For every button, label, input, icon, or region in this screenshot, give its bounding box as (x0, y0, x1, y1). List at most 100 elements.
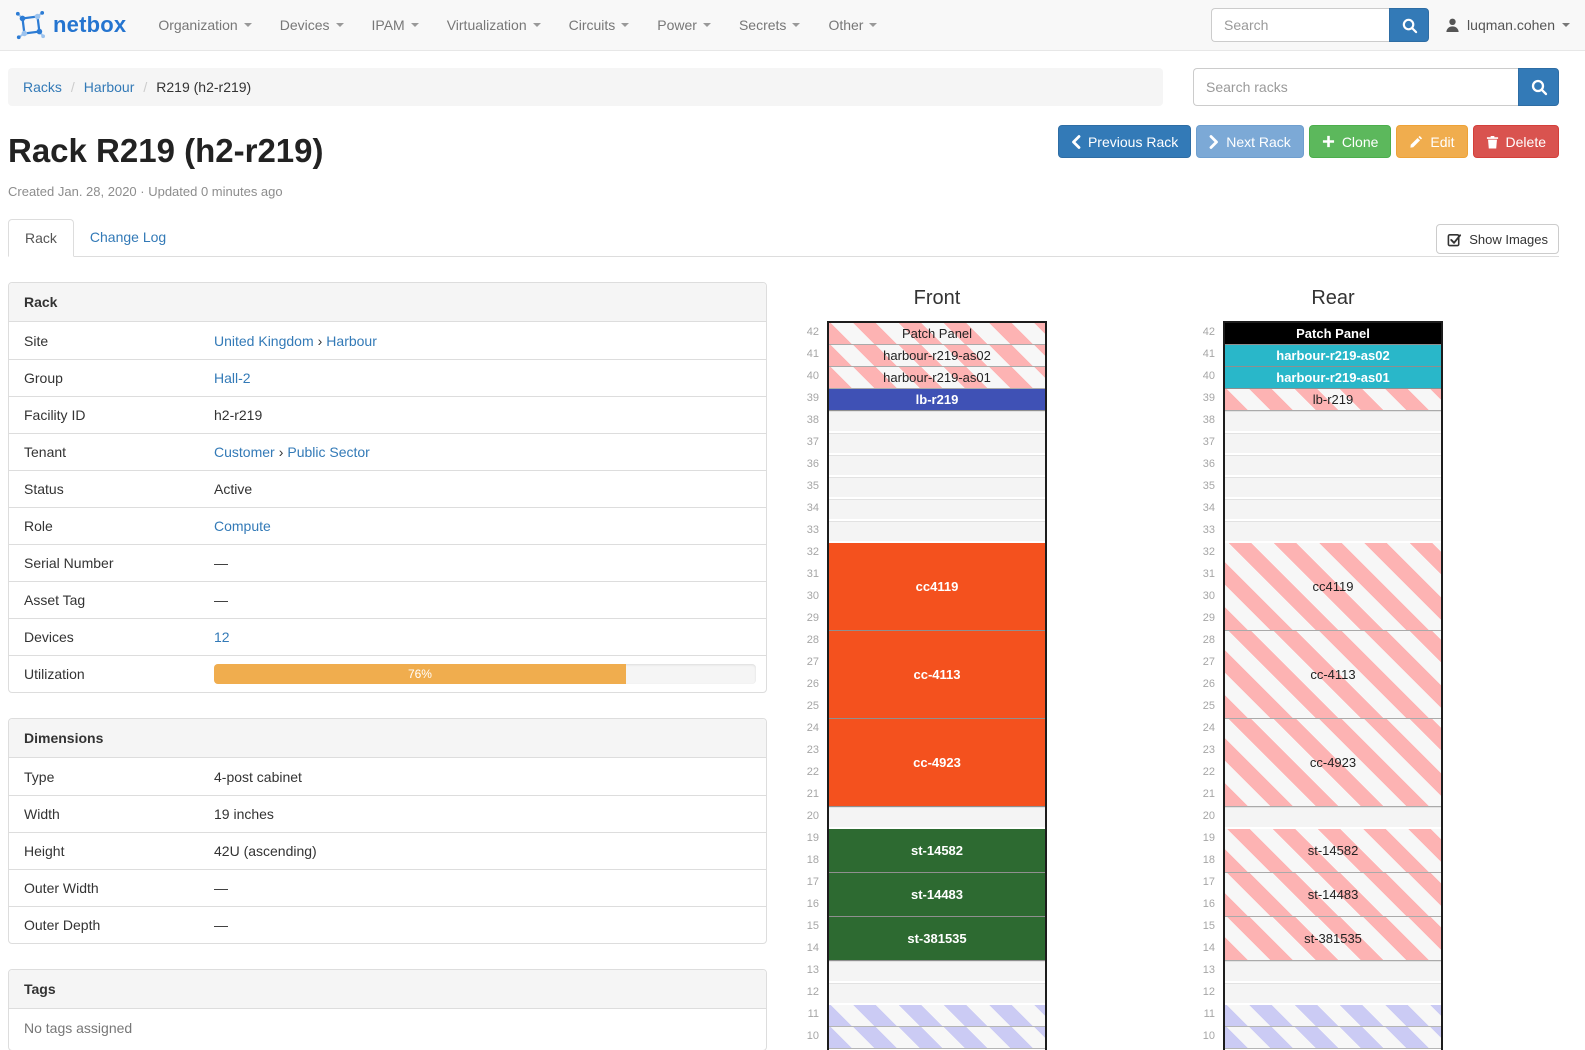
tab-bar: Rack Change Log (8, 219, 1559, 257)
panel-title: Tags (9, 970, 766, 1009)
attr-label: Width (24, 806, 60, 822)
rack-search-input[interactable] (1193, 68, 1518, 106)
rack-device[interactable]: Patch Panel (829, 323, 1045, 345)
rack-device[interactable]: lb-r219 (829, 389, 1045, 411)
nav-item-other[interactable]: Other (814, 2, 891, 48)
edit-button[interactable]: Edit (1396, 125, 1468, 158)
rack-device[interactable]: cc4119 (1225, 543, 1441, 631)
rack-device[interactable]: st-381535 (1225, 917, 1441, 961)
rack-unit-empty (829, 455, 1045, 477)
nav-item-label: Organization (158, 17, 238, 33)
unit-number: 36 (806, 458, 819, 470)
rack-unit-empty (829, 961, 1045, 983)
unit-number: 28 (1202, 634, 1215, 646)
panel-title: Rack (9, 283, 766, 322)
delete-button[interactable]: Delete (1472, 125, 1559, 158)
nav-item-power[interactable]: Power (643, 2, 725, 48)
table-row: Height 42U (ascending) (9, 832, 766, 869)
attr-label: Role (24, 518, 53, 534)
rack-device[interactable]: harbour-r219-as01 (829, 367, 1045, 389)
rack-device[interactable]: cc-4923 (829, 719, 1045, 807)
nav-item-label: Circuits (568, 17, 616, 33)
nav-item-secrets[interactable]: Secrets (725, 2, 814, 48)
breadcrumb-link-racks[interactable]: Racks (23, 79, 62, 95)
chevron-left-icon (1072, 134, 1081, 149)
nav-item-circuits[interactable]: Circuits (555, 2, 644, 48)
caret-down-icon (532, 23, 541, 27)
unit-number: 21 (806, 788, 819, 800)
unit-number: 33 (806, 524, 819, 536)
global-search-button[interactable] (1389, 8, 1430, 42)
attr-value: 76% (214, 656, 766, 692)
rack-search-button[interactable] (1518, 68, 1559, 106)
rear-elevation: Rear 42 41 40 39 38 37 36 35 34 33 32 31 30 29 28 27 26 2… (1187, 287, 1443, 1050)
unit-number: 25 (806, 700, 819, 712)
attr-value: 19 inches (214, 798, 766, 830)
unit-number: 20 (1202, 810, 1215, 822)
unit-number: 22 (806, 766, 819, 778)
caret-down-icon (869, 23, 878, 27)
unit-number: 13 (806, 964, 819, 976)
attr-value: Compute (214, 510, 766, 542)
value-link-harbour[interactable]: Harbour (326, 332, 377, 349)
trash-icon (1486, 135, 1498, 148)
nav-item-virtualization[interactable]: Virtualization (433, 2, 555, 48)
rack-device[interactable]: harbour-r219-as01 (1225, 367, 1441, 389)
pencil-icon (1410, 135, 1423, 148)
table-row: Outer Depth — (9, 906, 766, 943)
previous-rack-button[interactable]: Previous Rack (1057, 125, 1192, 158)
rack-device[interactable]: cc-4923 (1225, 719, 1441, 807)
rack-device[interactable]: cc-4113 (829, 631, 1045, 719)
rack-device[interactable]: Patch Panel (1225, 323, 1441, 345)
tab-rack[interactable]: Rack (8, 219, 74, 257)
global-search-input[interactable] (1211, 8, 1390, 42)
unit-number: 24 (806, 722, 819, 734)
rack-device[interactable]: st-14483 (1225, 873, 1441, 917)
rack-device-label: harbour-r219-as01 (883, 370, 991, 385)
unit-number: 27 (1202, 656, 1215, 668)
rack-unit-reserved (829, 1005, 1045, 1027)
netbox-logo[interactable]: netbox (15, 10, 126, 40)
rack-device[interactable]: lb-r219 (1225, 389, 1441, 411)
tags-panel: Tags No tags assigned (8, 969, 767, 1050)
caret-down-icon (243, 23, 252, 27)
nav-item-ipam[interactable]: IPAM (358, 2, 433, 48)
rack-device[interactable]: cc-4113 (1225, 631, 1441, 719)
attr-value: — (214, 584, 766, 616)
attr-value: Active (214, 473, 766, 505)
rack-device[interactable]: st-14582 (1225, 829, 1441, 873)
nav-item-organization[interactable]: Organization (144, 2, 265, 48)
rack-device[interactable]: st-14483 (829, 873, 1045, 917)
value-link-hall-2[interactable]: Hall-2 (214, 370, 251, 386)
rack-device[interactable]: st-381535 (829, 917, 1045, 961)
next-rack-button[interactable]: Next Rack (1196, 125, 1304, 158)
rack-unit-empty (829, 411, 1045, 433)
rack-device[interactable]: st-14582 (829, 829, 1045, 873)
unit-number: 39 (1202, 392, 1215, 404)
clone-button[interactable]: Clone (1308, 125, 1392, 158)
table-row: Outer Width — (9, 869, 766, 906)
rack-device-label: harbour-r219-as02 (1276, 348, 1390, 363)
rack-device[interactable]: harbour-r219-as02 (1225, 345, 1441, 367)
rack-device[interactable]: cc4119 (829, 543, 1045, 631)
unit-number: 16 (1202, 898, 1215, 910)
value-link-compute[interactable]: Compute (214, 518, 271, 534)
nav-item-devices[interactable]: Devices (266, 2, 358, 48)
unit-number: 24 (1202, 722, 1215, 734)
value-link-united-kingdom[interactable]: United Kingdom (214, 332, 314, 349)
tab-change-log[interactable]: Change Log (89, 229, 167, 245)
value-link-public-sector[interactable]: Public Sector (287, 444, 370, 460)
value-link-customer[interactable]: Customer (214, 444, 275, 460)
attr-label: Outer Width (24, 880, 99, 896)
rack-device[interactable]: harbour-r219-as02 (829, 345, 1045, 367)
utilization-bar-fill: 76% (214, 664, 626, 684)
show-images-button[interactable]: Show Images (1436, 224, 1559, 254)
top-navbar: netbox Organization Devices IPAM Virtualiza… (0, 0, 1585, 51)
user-menu[interactable]: luqman.cohen (1445, 17, 1570, 33)
unit-number: 30 (1202, 590, 1215, 602)
front-elevation: Front 42 41 40 39 38 37 36 35 34 33 32 31 30 29 28 27 26… (791, 287, 1047, 1050)
breadcrumb-link-harbour[interactable]: Harbour (83, 79, 135, 95)
value-link-12[interactable]: 12 (214, 629, 230, 645)
rack-device-label: cc-4923 (1309, 755, 1357, 770)
rack-device-label: Patch Panel (901, 326, 973, 341)
